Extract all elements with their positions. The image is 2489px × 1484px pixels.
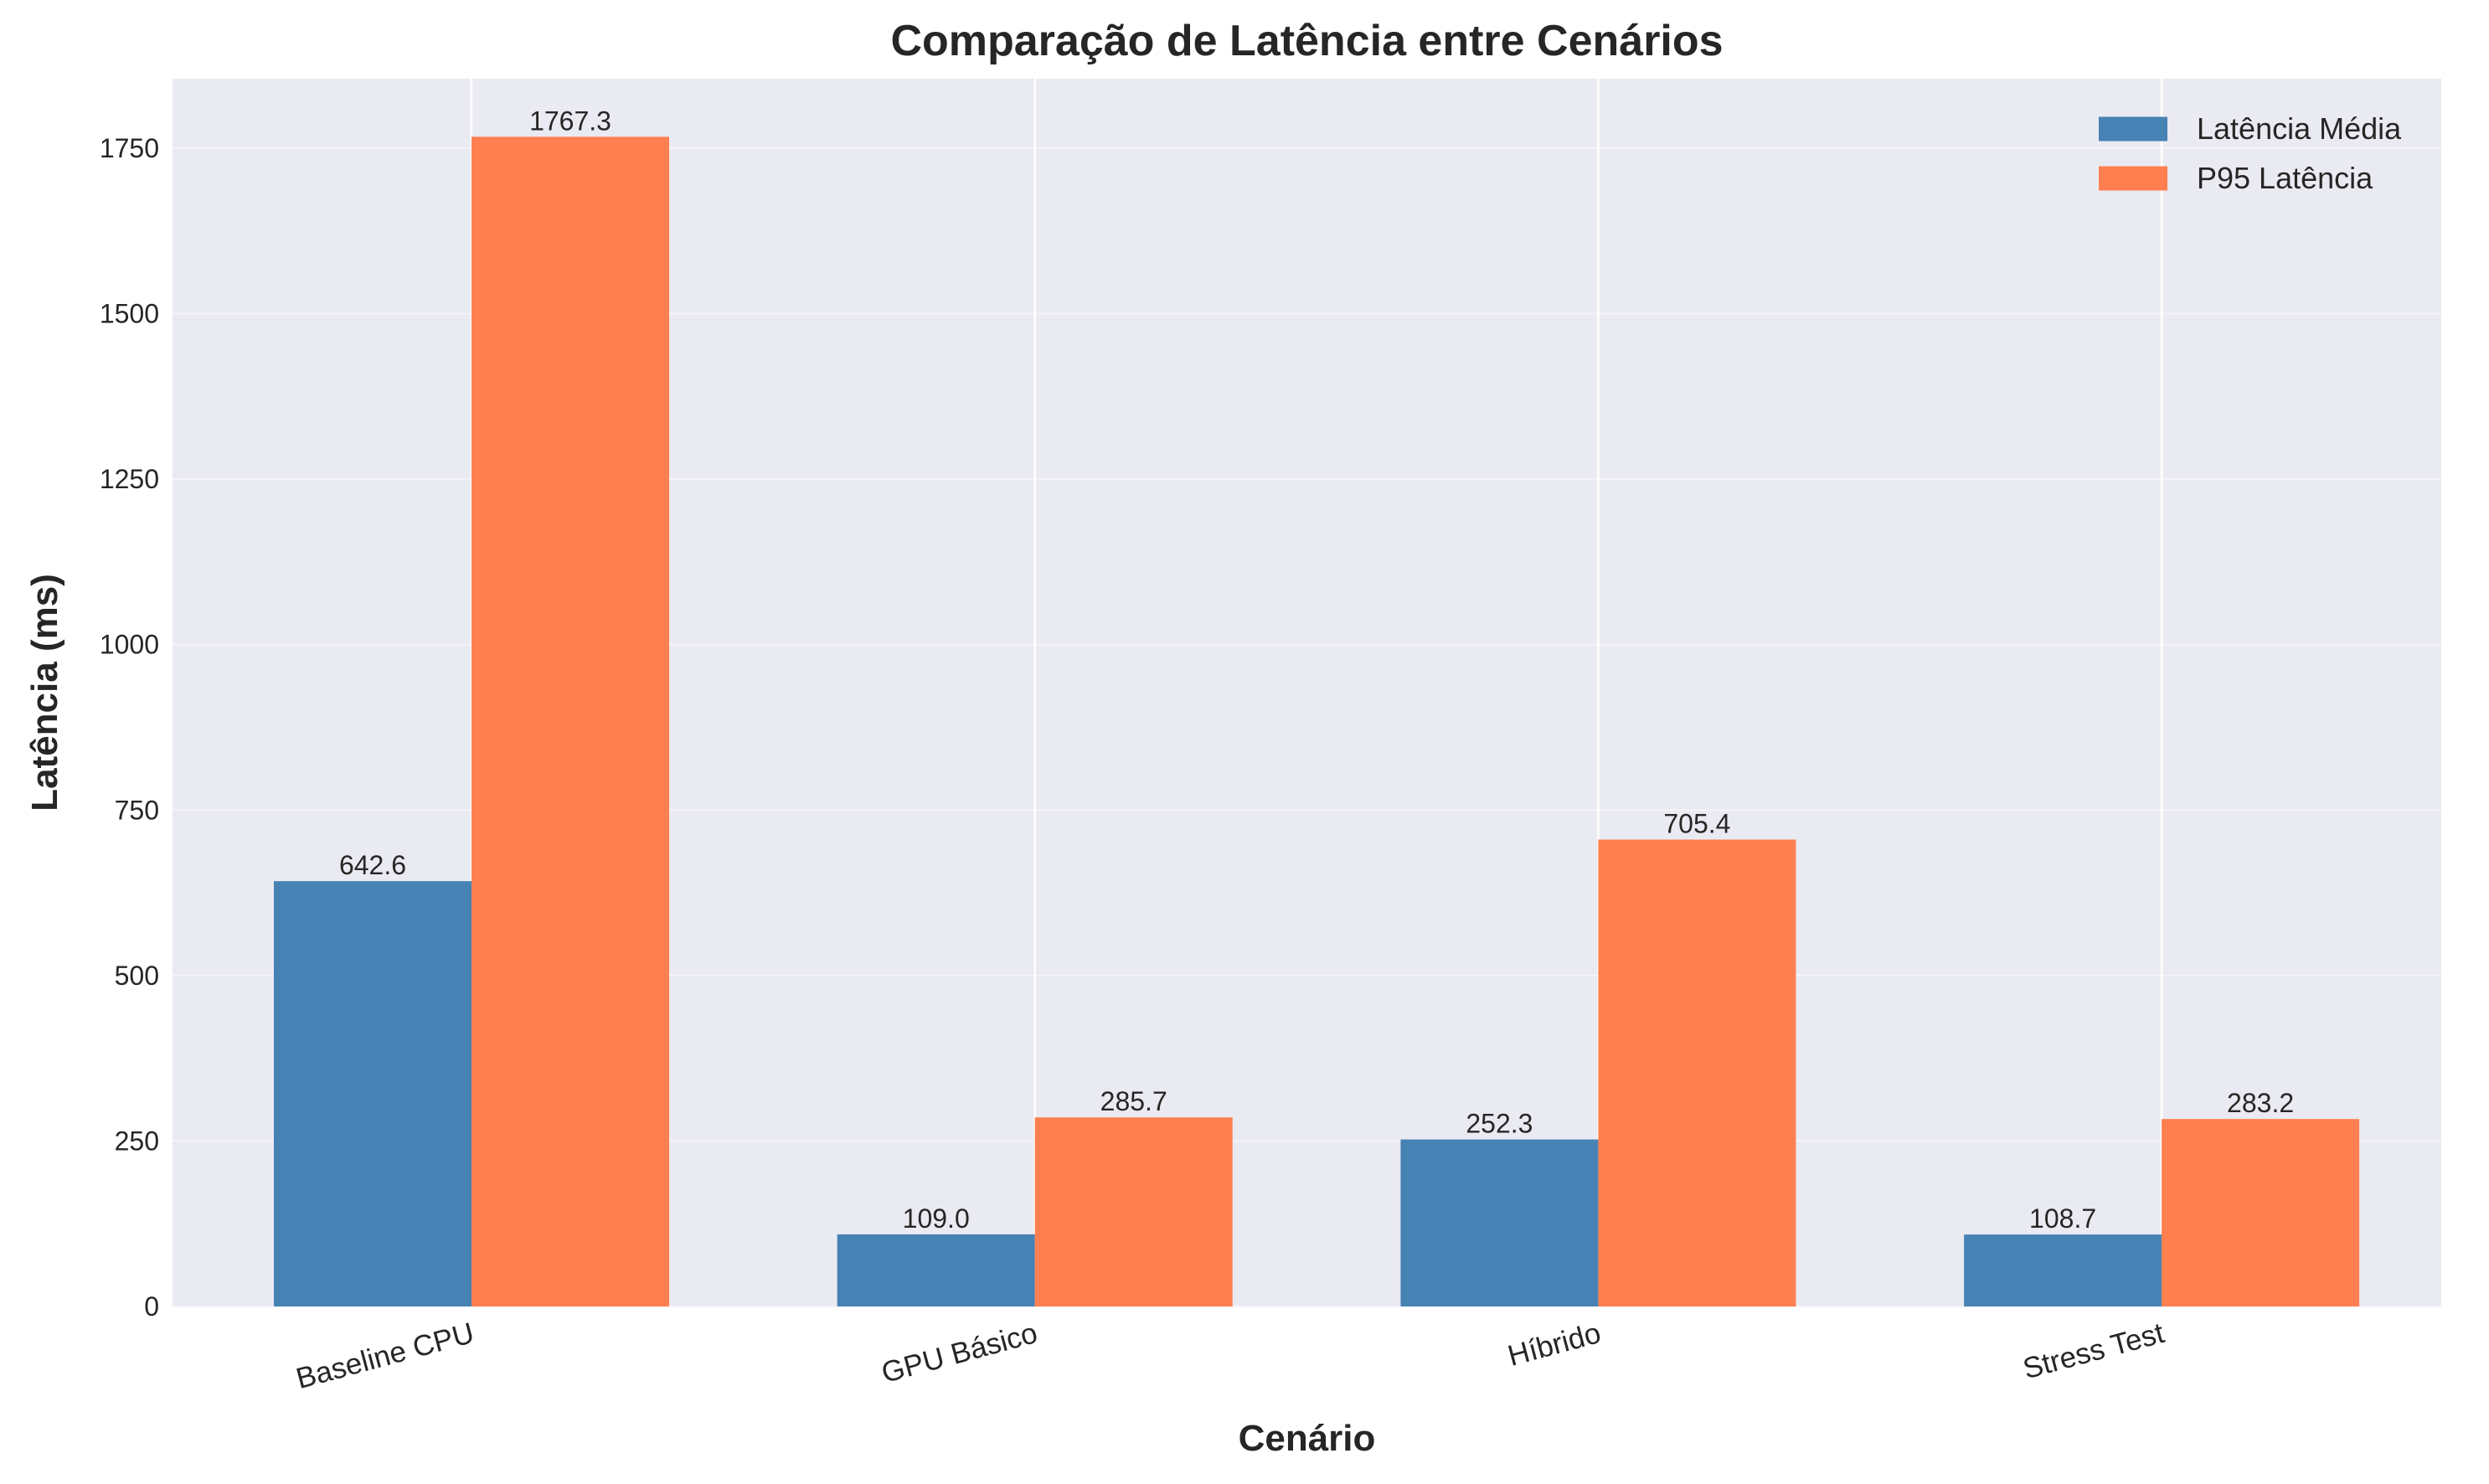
bars-layer xyxy=(274,137,2360,1307)
bar-latencia-media-hibrido xyxy=(1400,1139,1599,1306)
y-tick-label: 250 xyxy=(115,1126,159,1156)
bar-p95-latencia-hibrido xyxy=(1598,839,1796,1306)
bar-latencia-media-stress-test xyxy=(1964,1234,2162,1306)
data-label-latencia-media-baseline-cpu: 642.6 xyxy=(339,850,406,880)
y-axis-ticks: 0 250 500 750 1000 1250 1500 1750 xyxy=(100,133,159,1322)
x-axis-ticks: Baseline CPU GPU Básico Híbrido Stress Test xyxy=(293,1317,2168,1395)
bar-p95-latencia-stress-test xyxy=(2162,1119,2360,1306)
data-label-latencia-media-hibrido: 252.3 xyxy=(1466,1109,1533,1139)
data-label-p95-latencia-gpu-basico: 285.7 xyxy=(1100,1086,1167,1116)
y-tick-label: 1500 xyxy=(100,299,159,329)
x-axis-label: Cenário xyxy=(1239,1418,1376,1459)
bar-latencia-media-gpu-basico xyxy=(837,1234,1035,1306)
data-label-p95-latencia-stress-test: 283.2 xyxy=(2227,1088,2294,1118)
legend-label-p95-latencia: P95 Latência xyxy=(2197,161,2373,195)
x-tick-label-hibrido: Híbrido xyxy=(1504,1317,1604,1373)
legend: Latência Média P95 Latência xyxy=(2099,111,2402,195)
data-label-p95-latencia-baseline-cpu: 1767.3 xyxy=(529,106,611,136)
bar-p95-latencia-baseline-cpu xyxy=(472,137,669,1307)
y-tick-label: 750 xyxy=(115,795,159,825)
data-label-latencia-media-stress-test: 108.7 xyxy=(2029,1203,2096,1234)
y-tick-label: 1250 xyxy=(100,464,159,494)
legend-label-latencia-media: Latência Média xyxy=(2197,111,2402,146)
x-tick-label-baseline-cpu: Baseline CPU xyxy=(293,1317,478,1395)
chart-title: Comparação de Latência entre Cenários xyxy=(890,17,1723,65)
bar-latencia-media-baseline-cpu xyxy=(274,881,472,1306)
y-tick-label: 1000 xyxy=(100,630,159,660)
y-tick-label: 500 xyxy=(115,961,159,991)
y-tick-label: 1750 xyxy=(100,133,159,163)
x-tick-label-stress-test: Stress Test xyxy=(2019,1317,2167,1385)
legend-swatch-p95-latencia xyxy=(2099,166,2167,191)
x-tick-label-gpu-basico: GPU Básico xyxy=(879,1317,1041,1389)
bar-p95-latencia-gpu-basico xyxy=(1034,1117,1233,1306)
legend-swatch-latencia-media xyxy=(2099,116,2167,142)
data-label-latencia-media-gpu-basico: 109.0 xyxy=(903,1203,970,1234)
y-axis-label: Latência (ms) xyxy=(24,574,65,812)
data-label-p95-latencia-hibrido: 705.4 xyxy=(1663,809,1730,839)
data-labels-layer: 642.6 1767.3 109.0 285.7 252.3 705.4 108.7 283.… xyxy=(339,106,2294,1234)
y-tick-label: 0 xyxy=(144,1291,159,1322)
